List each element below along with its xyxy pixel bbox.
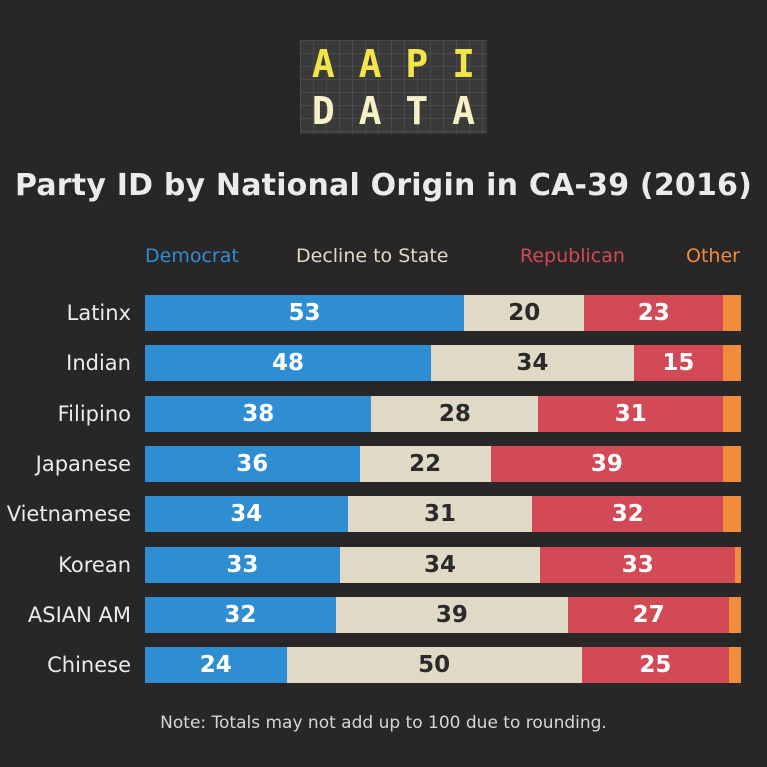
bar-segment-other (723, 395, 741, 432)
footnote: Note: Totals may not add up to 100 due t… (160, 713, 607, 733)
bar-segment-democrat: 38 (145, 395, 372, 432)
bar-segment-other (729, 596, 741, 633)
bar-segment-democrat: 36 (145, 445, 360, 482)
bar-segment-democrat: 32 (145, 596, 336, 633)
bar-segment-democrat: 53 (145, 295, 465, 331)
data-label: 27 (632, 601, 665, 628)
data-label: 31 (614, 400, 647, 427)
data-label: 34 (230, 501, 263, 528)
bar-segment-decline-to-state: 28 (371, 395, 539, 432)
bar-segment-decline-to-state: 50 (286, 647, 582, 684)
data-label: 25 (639, 652, 672, 679)
bar-segment-other (723, 496, 741, 533)
bar-segment-decline-to-state: 34 (431, 345, 634, 382)
bar-segment-republican: 23 (584, 295, 723, 331)
data-label: 48 (272, 350, 305, 377)
category-label: Latinx (66, 301, 131, 325)
data-label: 33 (621, 551, 654, 578)
data-label: 34 (516, 350, 549, 377)
bar-segment-republican: 25 (581, 647, 730, 684)
bar-segment-decline-to-state: 22 (359, 445, 491, 482)
legend-decline-to-state: Decline to State (296, 245, 449, 267)
bar-segment-democrat: 48 (145, 345, 432, 382)
logo-letter: I (452, 41, 476, 86)
category-label: Korean (58, 552, 131, 577)
bar-segment-republican: 15 (633, 345, 724, 382)
category-label: Indian (66, 351, 131, 376)
category-label: Filipino (57, 401, 131, 426)
bar-segment-republican: 31 (538, 395, 724, 432)
logo-letter: A (452, 88, 476, 133)
data-label: 24 (199, 652, 232, 679)
bar-segment-democrat: 33 (145, 546, 340, 583)
bar-segment-other (722, 295, 741, 331)
data-label: 23 (637, 300, 670, 326)
bar-segment-republican: 32 (532, 496, 724, 533)
data-label: 32 (611, 501, 644, 528)
bar-segment-other (729, 647, 741, 684)
data-label: 32 (224, 601, 257, 628)
data-label: 53 (288, 300, 321, 326)
legend-other: Other (686, 245, 740, 267)
bar-segment-decline-to-state: 20 (464, 295, 585, 331)
category-label: Japanese (35, 451, 131, 476)
bar-segment-other (735, 546, 741, 583)
bar-segment-decline-to-state: 31 (347, 496, 533, 533)
data-label: 34 (424, 551, 457, 578)
data-label: 36 (236, 450, 269, 477)
bar-segment-republican: 33 (540, 546, 736, 583)
logo-letter: A (311, 41, 335, 86)
logo-letter: D (311, 88, 335, 133)
logo-letter: A (358, 41, 382, 86)
data-label: 39 (590, 450, 623, 477)
logo-letter: A (358, 88, 382, 133)
data-label: 15 (662, 350, 695, 377)
data-label: 31 (423, 501, 456, 528)
bar-segment-decline-to-state: 39 (335, 596, 569, 633)
category-label: Chinese (47, 653, 131, 678)
bar-segment-other (723, 345, 741, 382)
legend-republican: Republican (520, 245, 625, 267)
data-label: 39 (435, 601, 468, 628)
bar-segment-other (723, 445, 741, 482)
logo-letter: P (405, 41, 429, 86)
bar-segment-decline-to-state: 34 (339, 546, 541, 583)
data-label: 28 (438, 400, 471, 427)
bar-segment-republican: 27 (568, 596, 730, 633)
data-label: 20 (508, 300, 541, 326)
bar-segment-republican: 39 (490, 445, 724, 482)
data-label: 22 (409, 450, 442, 477)
data-label: 50 (418, 652, 451, 679)
bar-segment-democrat: 24 (145, 647, 287, 684)
logo-letter: T (405, 88, 429, 133)
bar-segment-democrat: 34 (145, 496, 348, 533)
category-label: ASIAN AM (27, 602, 131, 627)
data-label: 33 (226, 551, 259, 578)
legend-democrat: Democrat (145, 245, 239, 267)
chart-title: Party ID by National Origin in CA-39 (20… (14, 168, 753, 203)
category-label: Vietnamese (6, 502, 131, 527)
data-label: 38 (242, 400, 275, 427)
